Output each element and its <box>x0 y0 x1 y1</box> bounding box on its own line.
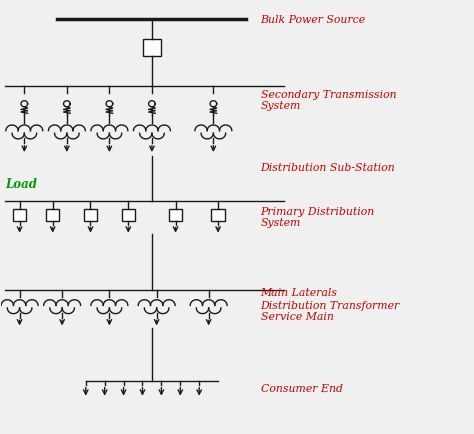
Bar <box>211 210 225 222</box>
Text: Main Laterals: Main Laterals <box>261 288 337 298</box>
Bar <box>84 210 97 222</box>
Text: Secondary Transmission
System: Secondary Transmission System <box>261 89 396 111</box>
Bar <box>122 210 135 222</box>
Text: Bulk Power Source: Bulk Power Source <box>261 15 366 25</box>
Text: Distribution Transformer: Distribution Transformer <box>261 301 400 311</box>
Text: Primary Distribution
System: Primary Distribution System <box>261 206 375 228</box>
Text: Distribution Sub-Station: Distribution Sub-Station <box>261 162 395 172</box>
Bar <box>143 40 161 56</box>
Text: Service Main: Service Main <box>261 312 334 322</box>
Bar <box>46 210 59 222</box>
Text: Consumer End: Consumer End <box>261 383 343 393</box>
Bar <box>13 210 26 222</box>
Text: Load: Load <box>5 178 37 191</box>
Bar <box>169 210 182 222</box>
